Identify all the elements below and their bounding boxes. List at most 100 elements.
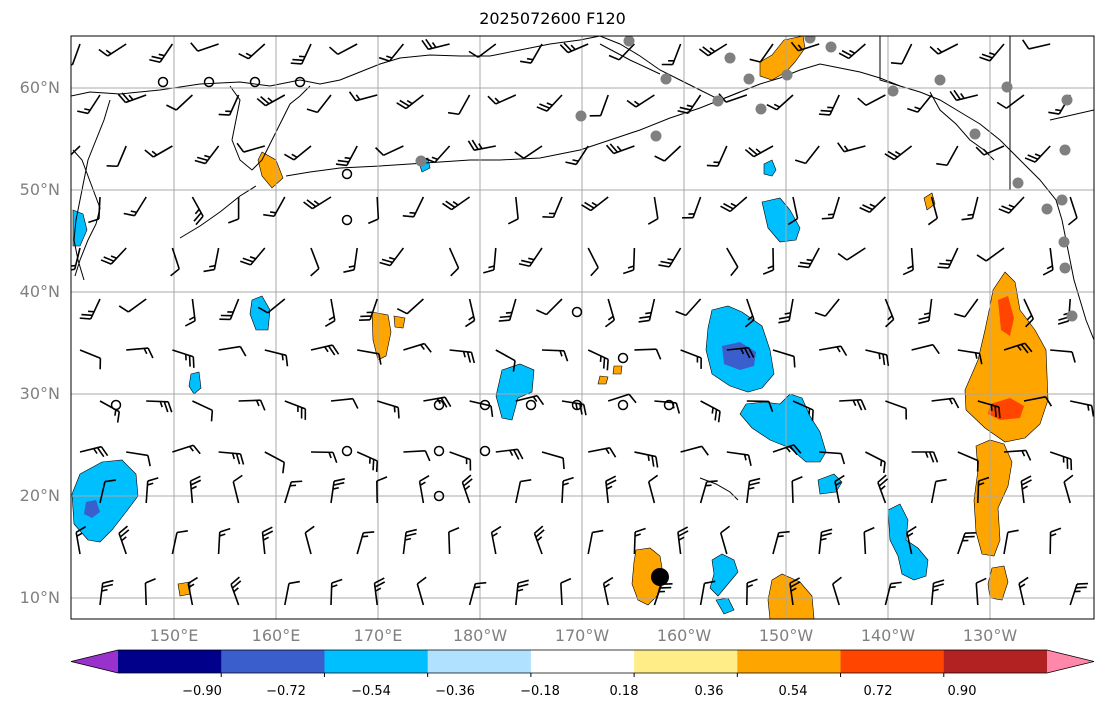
wind-barb-flag: [907, 532, 914, 538]
colorbar-label-neg090: −0.90: [182, 684, 222, 699]
wind-barb-flag: [840, 345, 848, 357]
wind-barb-shaft: [759, 43, 774, 63]
wind-barb-flag: [584, 201, 595, 209]
wind-barb-flag: [755, 148, 762, 154]
wind-barb-flag: [259, 399, 266, 411]
wind-barb-shaft: [607, 393, 630, 402]
wind-barb-flag: [517, 579, 529, 584]
wind-barb-flag: [748, 481, 760, 486]
station-dot: [575, 110, 587, 122]
wind-barb-flag: [655, 348, 662, 360]
wind-barb-flag: [572, 159, 579, 162]
colorbar-swatch: [427, 650, 532, 673]
wind-barb-flag: [348, 265, 355, 268]
wind-barb-flag: [464, 319, 475, 328]
wind-barb-flag: [416, 576, 427, 585]
wind-barb-flag: [188, 445, 194, 452]
wind-barb-flag: [840, 453, 846, 465]
colorbar-swatch: [530, 650, 635, 673]
wind-barb-flag: [143, 348, 148, 355]
wind-barb-shaft: [885, 400, 907, 410]
wind-barb-flag: [203, 268, 215, 273]
wind-barb-shaft: [805, 145, 820, 164]
wind-barb-flag: [262, 526, 273, 533]
wind-barb-flag: [452, 201, 459, 206]
wind-barb-flag: [762, 269, 774, 275]
wind-barb-flag: [100, 259, 112, 265]
wind-barb-flag: [396, 307, 408, 315]
wind-barb-flag: [954, 313, 966, 318]
station-dot: [887, 85, 899, 97]
wind-barb-flag: [520, 60, 532, 64]
wind-barb-flag: [882, 353, 886, 366]
wind-barb-flag: [386, 55, 393, 59]
wind-barb-flag: [488, 265, 495, 269]
wind-barb-flag: [906, 525, 917, 534]
wind-barb-shaft: [653, 196, 659, 219]
wind-barb-flag: [240, 260, 251, 266]
wind-barb-flag: [118, 305, 129, 313]
wind-barb-flag: [654, 155, 665, 162]
wind-barb-flag: [235, 453, 241, 465]
wind-barb-flag: [914, 106, 921, 110]
wind-barb-flag: [239, 346, 247, 357]
wind-barb-shaft: [267, 298, 286, 314]
wind-barb-flag: [491, 532, 498, 537]
wind-barb-flag: [789, 445, 798, 456]
wind-barb-flag: [1021, 479, 1032, 486]
wind-barb-shaft: [1028, 43, 1051, 50]
wind-barb-flag: [117, 93, 127, 104]
wind-barb-flag: [190, 485, 197, 490]
colorbar-label-018: 0.18: [609, 684, 639, 699]
calm-wind-marker: [341, 214, 353, 226]
wind-barb-shaft: [1050, 349, 1073, 353]
wind-barb-flag: [675, 402, 681, 414]
wind-barb-shaft: [144, 582, 147, 606]
lon-label-160w: 160°W: [656, 626, 712, 645]
wind-barb-flag: [790, 41, 799, 52]
wind-barb-flag: [1021, 485, 1028, 490]
wind-barb-flag: [491, 525, 502, 534]
wind-barb-flag: [228, 218, 239, 224]
wind-barb-flag: [166, 104, 177, 111]
wind-barb-flag: [590, 267, 599, 277]
wind-barb-flag: [932, 344, 940, 355]
wind-barb-flag: [194, 208, 200, 215]
wind-barb-shaft: [618, 43, 635, 61]
station-dot: [1012, 177, 1024, 189]
wind-barb-shaft: [310, 247, 320, 269]
wind-barb-flag: [292, 58, 304, 62]
calm-wind-marker: [294, 76, 306, 88]
wind-barb-flag: [889, 585, 896, 589]
wind-barb-shaft: [192, 400, 213, 412]
wind-barb-flag: [702, 46, 712, 55]
wind-barb-flag: [818, 113, 830, 116]
wind-barb-flag: [923, 312, 931, 316]
wind-barb-flag: [563, 350, 569, 362]
wind-barb-flag: [932, 588, 939, 592]
wind-barb-flag: [332, 452, 338, 464]
wind-barb-flag: [445, 200, 456, 209]
wind-barb-flag: [231, 453, 236, 460]
wind-barb-shaft: [832, 583, 840, 606]
wind-barb-flag: [678, 536, 685, 541]
wind-barb-flag: [54, 157, 64, 162]
wind-barb-flag: [290, 62, 302, 65]
wind-barb-flag: [1048, 111, 1060, 115]
lon-label-160e: 160°E: [251, 626, 301, 645]
lon-label-130w: 130°W: [962, 626, 1018, 645]
wind-barb-flag: [766, 103, 778, 111]
colorbar-outline: [70, 649, 1095, 674]
wind-barb-shaft: [127, 298, 147, 313]
wind-barb-flag: [936, 47, 943, 53]
wind-barb-flag: [789, 577, 800, 584]
wind-barb-flag: [678, 530, 689, 537]
wind-barb-flag: [714, 409, 718, 421]
wind-barb-flag: [928, 451, 935, 463]
wind-barb-flag: [869, 203, 876, 208]
wind-barb-shaft: [634, 348, 657, 351]
wind-barb-shaft: [330, 397, 353, 402]
wind-barb-flag: [608, 54, 620, 61]
wind-barb-flag: [64, 153, 69, 156]
